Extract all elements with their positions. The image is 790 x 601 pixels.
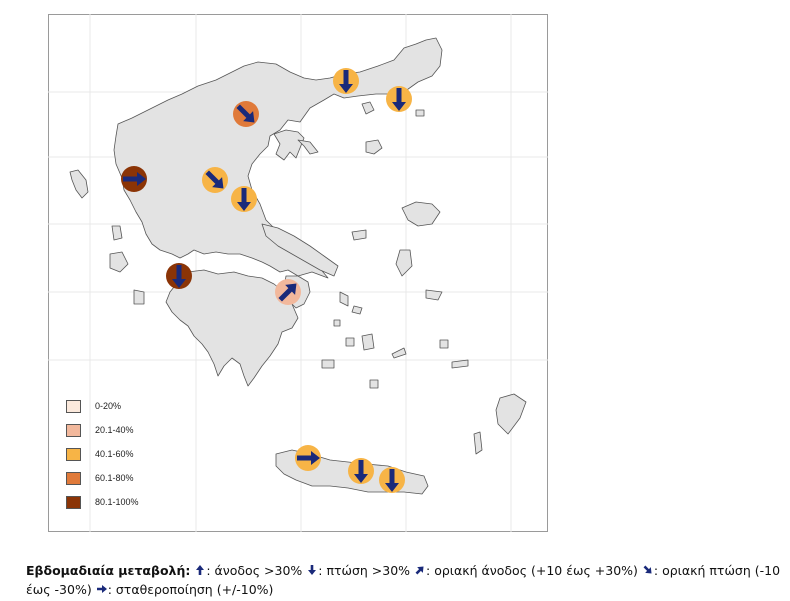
trend-arrow-icon <box>392 88 406 111</box>
rise-arrow-icon <box>196 565 205 575</box>
rhodes <box>495 393 527 435</box>
caption-title: Εβδομαδιαία μεταβολή: <box>26 563 191 578</box>
legend-item-0: 0-20% <box>60 394 178 418</box>
trend-arrow-icon <box>205 170 224 189</box>
legend-swatch-2 <box>66 447 81 461</box>
amorgos <box>391 347 407 359</box>
athos <box>297 139 319 155</box>
marker-chania <box>295 445 321 471</box>
legend-swatch-4 <box>66 495 81 509</box>
trend-arrow-icon <box>237 188 251 211</box>
mainland-greece <box>113 37 443 279</box>
kefalonia <box>109 251 129 273</box>
marginal-rise-label: : οριακή άνοδος (+10 έως +30%) <box>426 563 638 578</box>
marginal-rise-arrow-icon <box>415 566 424 575</box>
legend-label-4: 80.1-100% <box>95 497 139 507</box>
legend-label-2: 40.1-60% <box>95 449 134 459</box>
legend: 0-20% 20.1-40% 40.1-60% 60.1-80% 80.1-10… <box>60 394 178 514</box>
marker-thessaloniki <box>233 101 259 127</box>
kalymnos <box>439 339 449 349</box>
legend-item-2: 40.1-60% <box>60 442 178 466</box>
map-panel <box>48 14 548 532</box>
legend-label-0: 0-20% <box>95 401 122 411</box>
trend-arrow-icon <box>385 469 399 492</box>
kos <box>451 359 469 369</box>
marker-heraklion <box>348 458 374 484</box>
paros <box>345 337 355 347</box>
legend-item-1: 20.1-40% <box>60 418 178 442</box>
chalkidiki <box>273 129 305 161</box>
andros <box>339 291 349 307</box>
legend-swatch-0 <box>66 399 81 413</box>
fall-label: : πτώση >30% <box>318 563 411 578</box>
trend-arrow-icon <box>354 460 368 483</box>
legend-label-3: 60.1-80% <box>95 473 134 483</box>
thasos <box>361 101 375 115</box>
marker-volos <box>231 186 257 212</box>
skyros <box>351 229 367 241</box>
marginal-fall-label: : οριακή πτώση (-10 έως -30%) <box>26 563 781 597</box>
zakynthos <box>133 289 145 305</box>
legend-swatch-3 <box>66 471 81 485</box>
marginal-fall-arrow-icon <box>643 565 652 574</box>
legend-swatch-1 <box>66 423 81 437</box>
stable-label: : σταθεροποίηση (+/-10%) <box>107 582 274 597</box>
samos <box>425 289 443 301</box>
trend-arrow-icon <box>339 70 353 93</box>
syros <box>333 319 341 327</box>
trend-arrow-icon <box>123 172 146 186</box>
corfu <box>69 169 89 199</box>
trend-arrow-icon <box>278 283 297 302</box>
markers-layer <box>121 68 412 493</box>
tinos <box>351 305 363 315</box>
marker-alexandroupoli <box>386 86 412 112</box>
lesvos <box>401 201 441 227</box>
naxos <box>361 333 375 351</box>
marker-agios-nikolaos <box>379 467 405 493</box>
santorini <box>369 379 379 389</box>
trend-arrow-icon <box>172 265 186 288</box>
marker-larisa <box>202 167 228 193</box>
evia <box>261 223 339 277</box>
stable-arrow-icon <box>96 585 107 593</box>
marker-ioannina <box>121 166 147 192</box>
legend-item-4: 80.1-100% <box>60 490 178 514</box>
fall-arrow-icon <box>308 565 317 575</box>
caption: Εβδομαδιαία μεταβολή: : άνοδος >30% : πτ… <box>26 561 786 599</box>
karpathos <box>473 431 483 455</box>
marker-patra <box>166 263 192 289</box>
lemnos <box>365 139 383 155</box>
chios <box>395 249 413 277</box>
milos <box>321 359 335 369</box>
legend-item-3: 60.1-80% <box>60 466 178 490</box>
rise-label: : άνοδος >30% <box>206 563 303 578</box>
marker-athens <box>275 279 301 305</box>
marker-kavala <box>333 68 359 94</box>
lefkada <box>111 225 123 241</box>
trend-arrow-icon <box>297 451 320 465</box>
legend-label-1: 20.1-40% <box>95 425 134 435</box>
trend-arrow-icon <box>236 104 255 123</box>
samothraki <box>415 109 425 117</box>
peloponnese <box>165 269 299 387</box>
